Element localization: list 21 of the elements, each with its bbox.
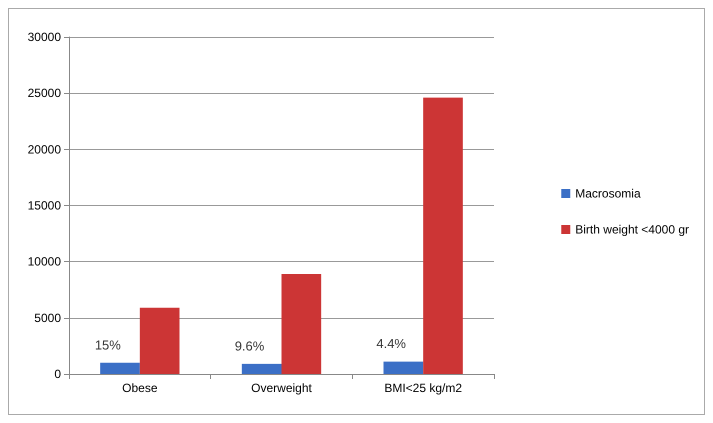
annotation: 4.4% (376, 336, 406, 352)
y-tick-label: 5000 (34, 310, 62, 325)
y-tick-label: 30000 (28, 30, 62, 44)
bar (100, 362, 140, 374)
legend-label: Macrosomia (575, 186, 641, 200)
annotation: 9.6% (234, 338, 265, 354)
y-tick-label: 0 (54, 367, 62, 381)
x-tick-label: Obese (122, 381, 158, 395)
y-tick-label: 15000 (28, 198, 62, 212)
y-tick-label: 25000 (28, 86, 62, 100)
legend-label: Birth weight <4000 gr (575, 222, 690, 236)
bar (140, 308, 180, 374)
x-tick-label: Overweight (251, 381, 313, 395)
bar (384, 362, 424, 374)
x-tick-label: BMI<25 kg/m2 (384, 381, 462, 395)
y-tick-label: 20000 (28, 142, 62, 156)
bar (242, 364, 282, 374)
y-tick-label: 10000 (28, 254, 62, 269)
annotation: 15% (94, 337, 122, 352)
bar (282, 274, 322, 374)
bar (423, 98, 463, 374)
